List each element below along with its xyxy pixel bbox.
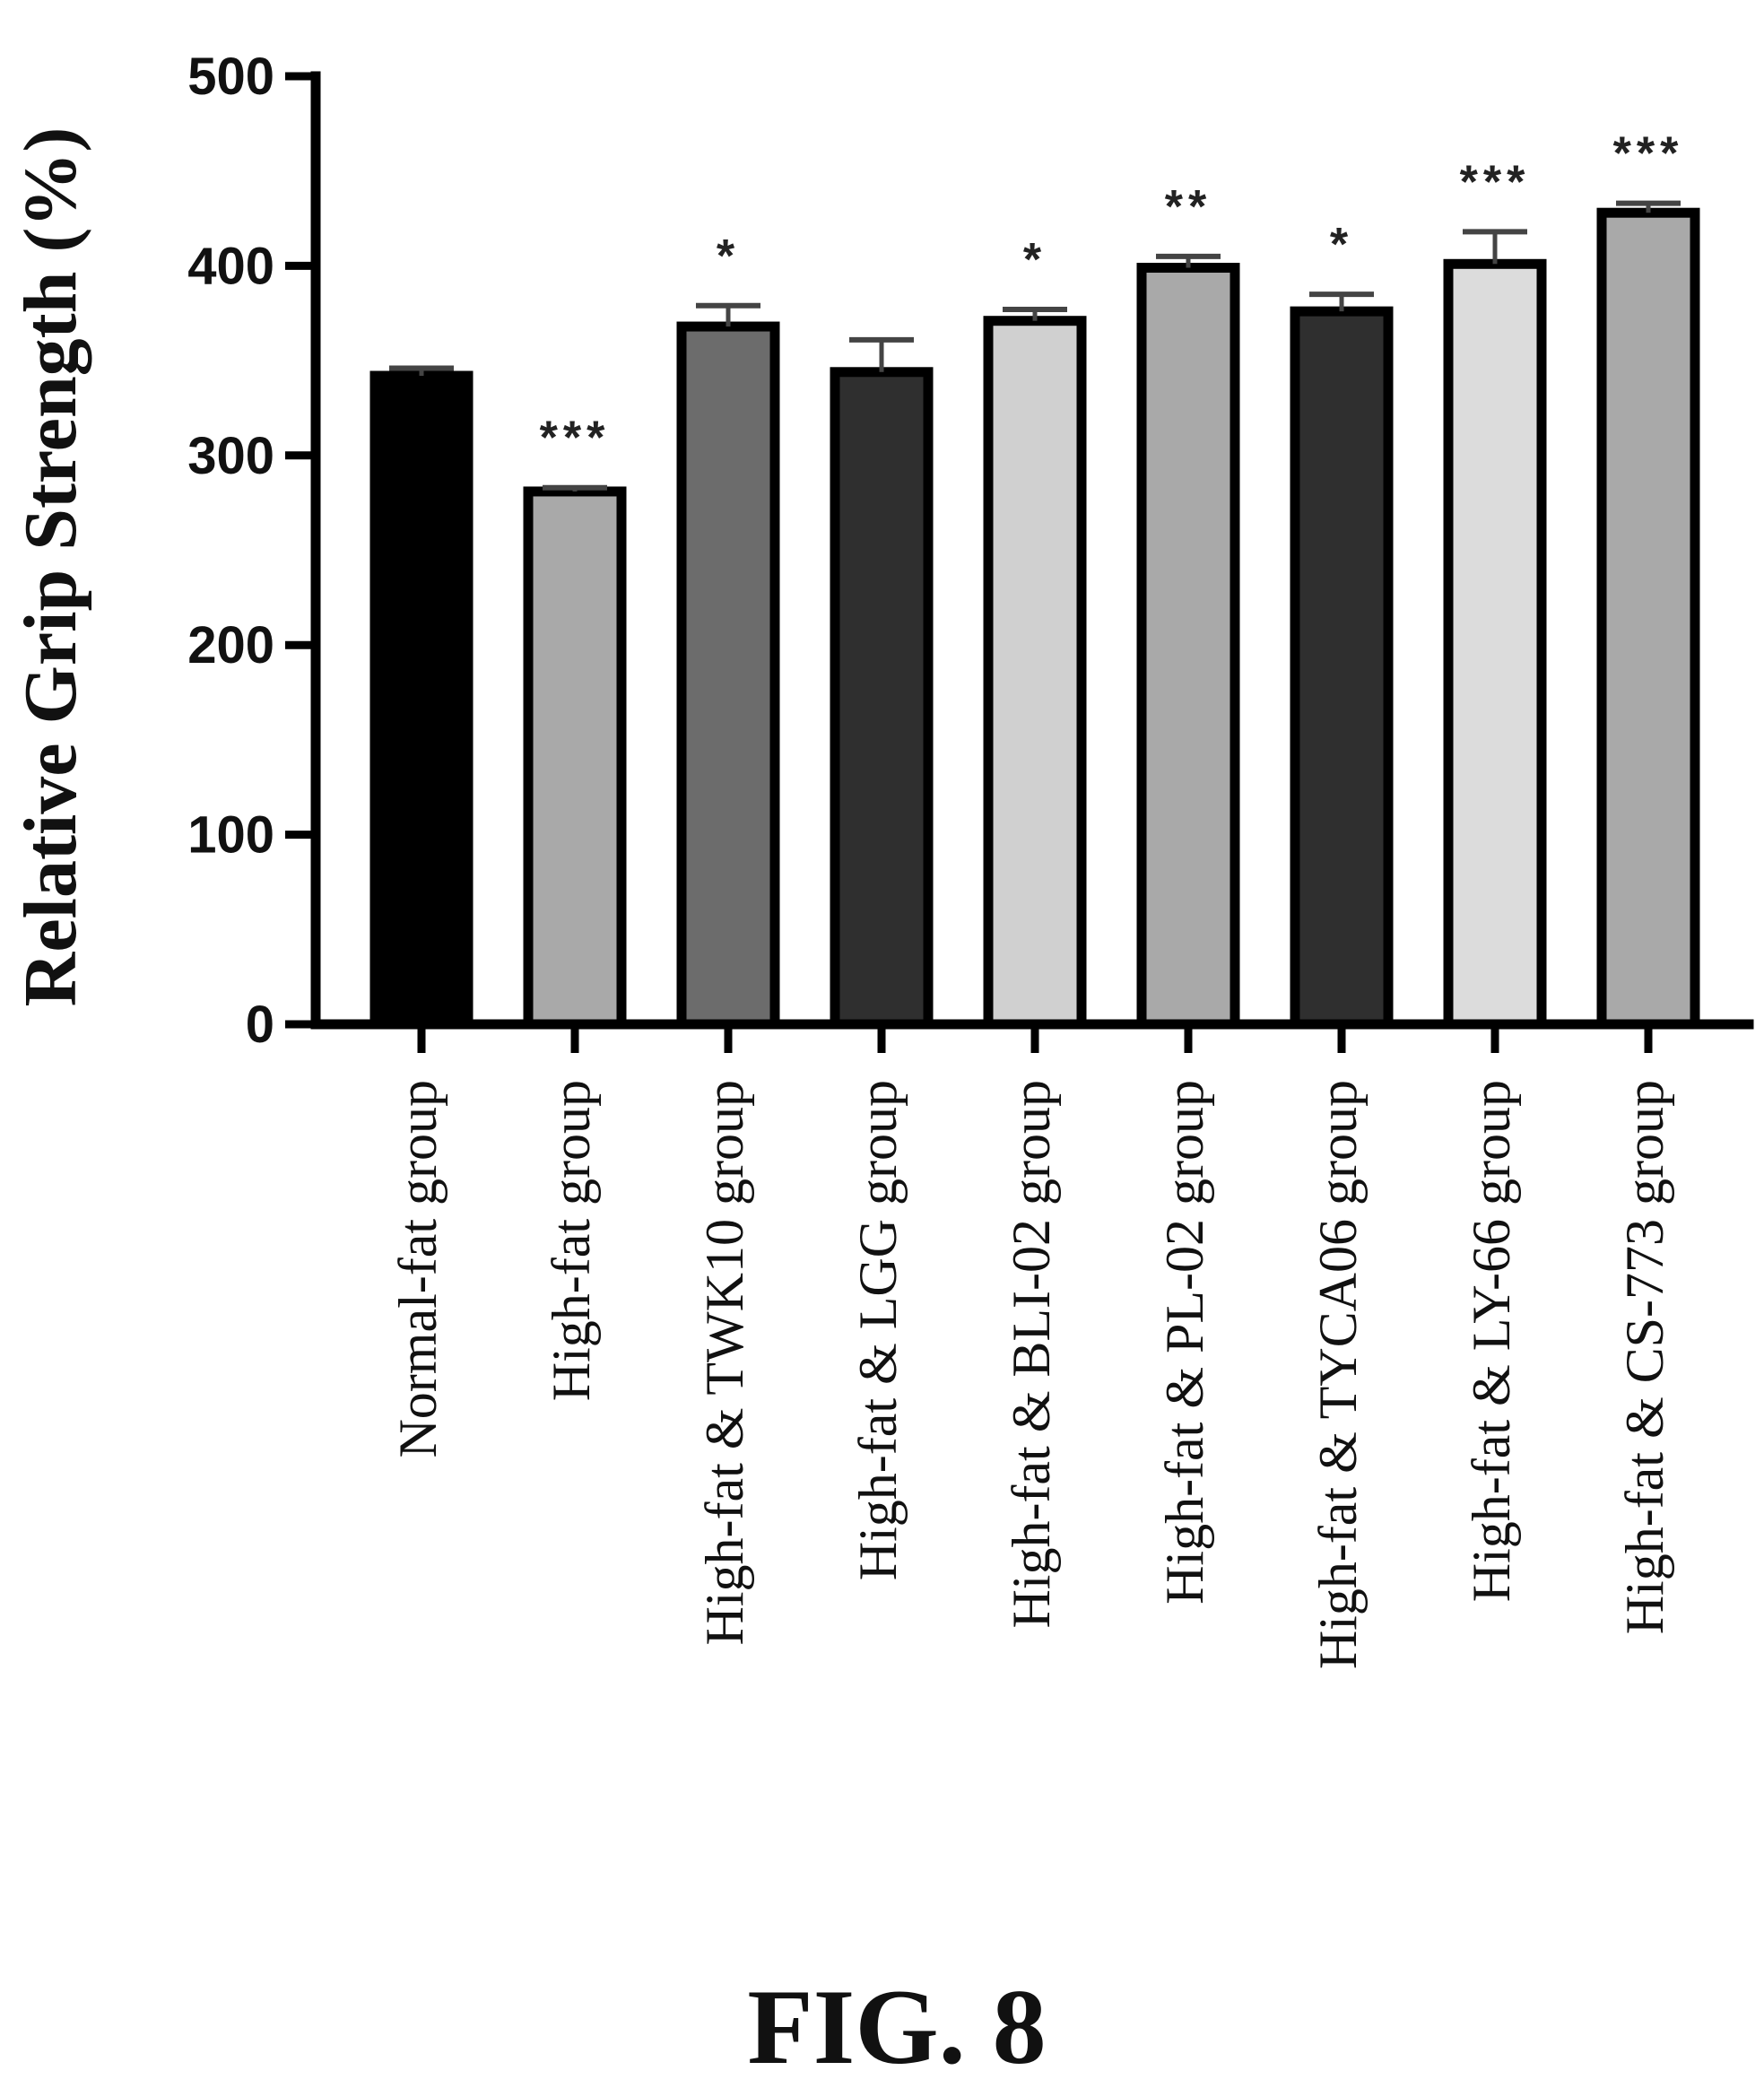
bar — [1136, 263, 1240, 1030]
significance-label: * — [1330, 219, 1353, 271]
y-tick-label: 300 — [187, 427, 274, 485]
category-label: High-fat & TYCA06 group — [1308, 1080, 1368, 1669]
x-axis-category-labels: Normal-fat group High-fat group High-fat &… — [388, 1080, 1674, 1669]
significance-label: ** — [1165, 181, 1212, 233]
y-axis-ticks: 0 100 200 300 400 500 — [187, 48, 316, 1054]
significance-label: *** — [1460, 156, 1531, 208]
bar — [369, 370, 474, 1030]
bar — [676, 321, 780, 1030]
significance-label: *** — [540, 413, 611, 465]
y-tick-label: 200 — [187, 616, 274, 674]
bar — [1290, 306, 1394, 1030]
bar — [1443, 258, 1547, 1030]
bar — [830, 367, 934, 1030]
y-tick-label: 400 — [187, 237, 274, 295]
y-tick-label: 0 — [246, 996, 274, 1054]
category-label: Normal-fat group — [388, 1080, 448, 1458]
significance-label: *** — [1613, 128, 1684, 180]
y-tick-label: 500 — [187, 48, 274, 106]
category-label: High-fat group — [542, 1080, 601, 1401]
significance-label: * — [717, 231, 740, 283]
bar — [983, 316, 1087, 1030]
error-bars — [389, 200, 1681, 492]
category-label: High-fat & PL-02 group — [1155, 1080, 1214, 1605]
y-tick-label: 100 — [187, 806, 274, 865]
y-axis-title: Relative Grip Strength (%) — [9, 127, 92, 1007]
significance-label: * — [1023, 234, 1047, 286]
figure-caption: FIG. 8 — [747, 1967, 1046, 2086]
category-label: High-fat & TWK10 group — [695, 1080, 754, 1645]
significance-marks: **** ********** — [540, 128, 1684, 465]
category-label: High-fat & CS-773 group — [1615, 1080, 1674, 1634]
bars — [369, 207, 1700, 1030]
category-label: High-fat & LGG group — [848, 1080, 908, 1580]
bar — [523, 486, 627, 1030]
x-axis-ticks — [417, 1024, 1653, 1053]
category-label: High-fat & BLI-02 group — [1002, 1080, 1061, 1629]
category-label: High-fat & LY-66 group — [1462, 1080, 1521, 1602]
bar — [1596, 207, 1700, 1030]
